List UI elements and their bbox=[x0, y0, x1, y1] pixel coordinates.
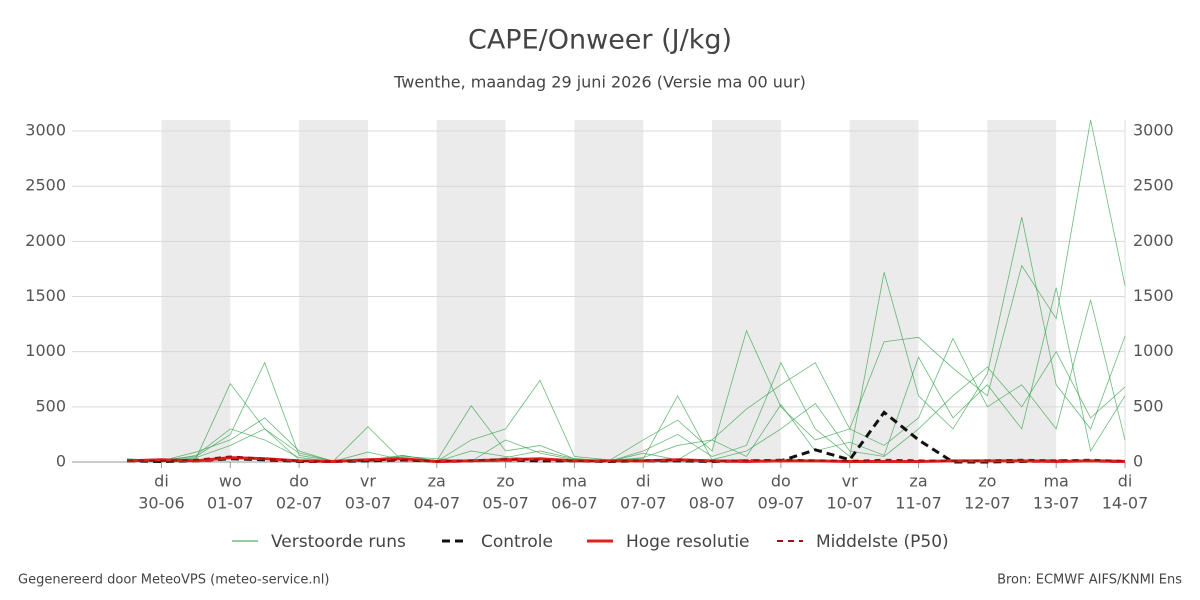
footer-right: Bron: ECMWF AIFS/KNMI Ens bbox=[997, 573, 1182, 588]
day-band bbox=[161, 120, 231, 462]
ensemble-line bbox=[127, 350, 1126, 462]
y2-tick-label: 1500 bbox=[1133, 286, 1174, 305]
x-tick-date: 09-07 bbox=[758, 494, 805, 513]
x-tick-day: vr bbox=[360, 472, 376, 491]
y-tick-label: 3000 bbox=[25, 121, 66, 140]
y-tick-label: 2000 bbox=[25, 231, 66, 250]
x-tick-day: ma bbox=[1043, 472, 1068, 491]
chart-title: CAPE/Onweer (J/kg) bbox=[468, 25, 732, 56]
day-band bbox=[574, 120, 644, 462]
legend-label: Verstoorde runs bbox=[271, 532, 406, 552]
footer-left: Gegenereerd door MeteoVPS (meteo-service… bbox=[18, 573, 329, 588]
day-band bbox=[712, 120, 781, 462]
x-tick-date: 01-07 bbox=[207, 494, 254, 513]
x-tick-date: 05-07 bbox=[482, 494, 529, 513]
x-tick-date: 07-07 bbox=[620, 494, 667, 513]
x-tick-date: 12-07 bbox=[964, 494, 1011, 513]
x-tick-day: vr bbox=[842, 472, 858, 491]
y2-tick-label: 1000 bbox=[1133, 341, 1174, 360]
x-tick-day: di bbox=[636, 472, 651, 491]
x-tick-day: za bbox=[909, 472, 927, 491]
x-tick-date: 30-06 bbox=[138, 494, 185, 513]
x-tick-day: wo bbox=[219, 472, 242, 491]
day-band bbox=[299, 120, 368, 462]
legend-label: Hoge resolutie bbox=[626, 532, 750, 552]
y2-tick-label: 500 bbox=[1133, 396, 1164, 415]
x-tick-date: 14-07 bbox=[1102, 494, 1149, 513]
y2-tick-label: 2500 bbox=[1133, 176, 1174, 195]
series-line bbox=[127, 455, 1126, 463]
x-tick-date: 13-07 bbox=[1033, 494, 1080, 513]
x-tick-day: di bbox=[154, 472, 169, 491]
x-tick-date: 11-07 bbox=[895, 494, 942, 513]
x-tick-date: 04-07 bbox=[414, 494, 461, 513]
x-tick-day: zo bbox=[496, 472, 514, 491]
x-tick-date: 02-07 bbox=[276, 494, 323, 513]
y2-tick-label: 2000 bbox=[1133, 231, 1174, 250]
x-tick-date: 06-07 bbox=[551, 494, 598, 513]
chart-subtitle: Twenthe, maandag 29 juni 2026 (Versie ma… bbox=[393, 73, 806, 92]
x-tick-day: do bbox=[771, 472, 791, 491]
y-tick-label: 1500 bbox=[25, 286, 66, 305]
legend-label: Middelste (P50) bbox=[816, 532, 949, 552]
x-tick-day: di bbox=[1118, 472, 1133, 491]
ensemble-line bbox=[127, 287, 1126, 462]
day-band bbox=[849, 120, 919, 462]
y2-tick-label: 0 bbox=[1133, 452, 1143, 471]
day-band bbox=[987, 120, 1057, 462]
y-tick-label: 2500 bbox=[25, 176, 66, 195]
x-tick-date: 10-07 bbox=[826, 494, 873, 513]
y-tick-label: 0 bbox=[56, 452, 66, 471]
ensemble-line bbox=[127, 299, 1126, 462]
x-tick-day: zo bbox=[978, 472, 996, 491]
y-tick-label: 1000 bbox=[25, 341, 66, 360]
day-band bbox=[436, 120, 506, 462]
y-tick-label: 500 bbox=[35, 396, 66, 415]
x-tick-date: 08-07 bbox=[689, 494, 736, 513]
x-tick-day: ma bbox=[562, 472, 587, 491]
x-tick-day: do bbox=[289, 472, 309, 491]
y2-tick-label: 3000 bbox=[1133, 121, 1174, 140]
x-tick-day: wo bbox=[701, 472, 724, 491]
x-tick-day: za bbox=[428, 472, 446, 491]
x-tick-date: 03-07 bbox=[345, 494, 392, 513]
legend-label: Controle bbox=[481, 532, 553, 552]
